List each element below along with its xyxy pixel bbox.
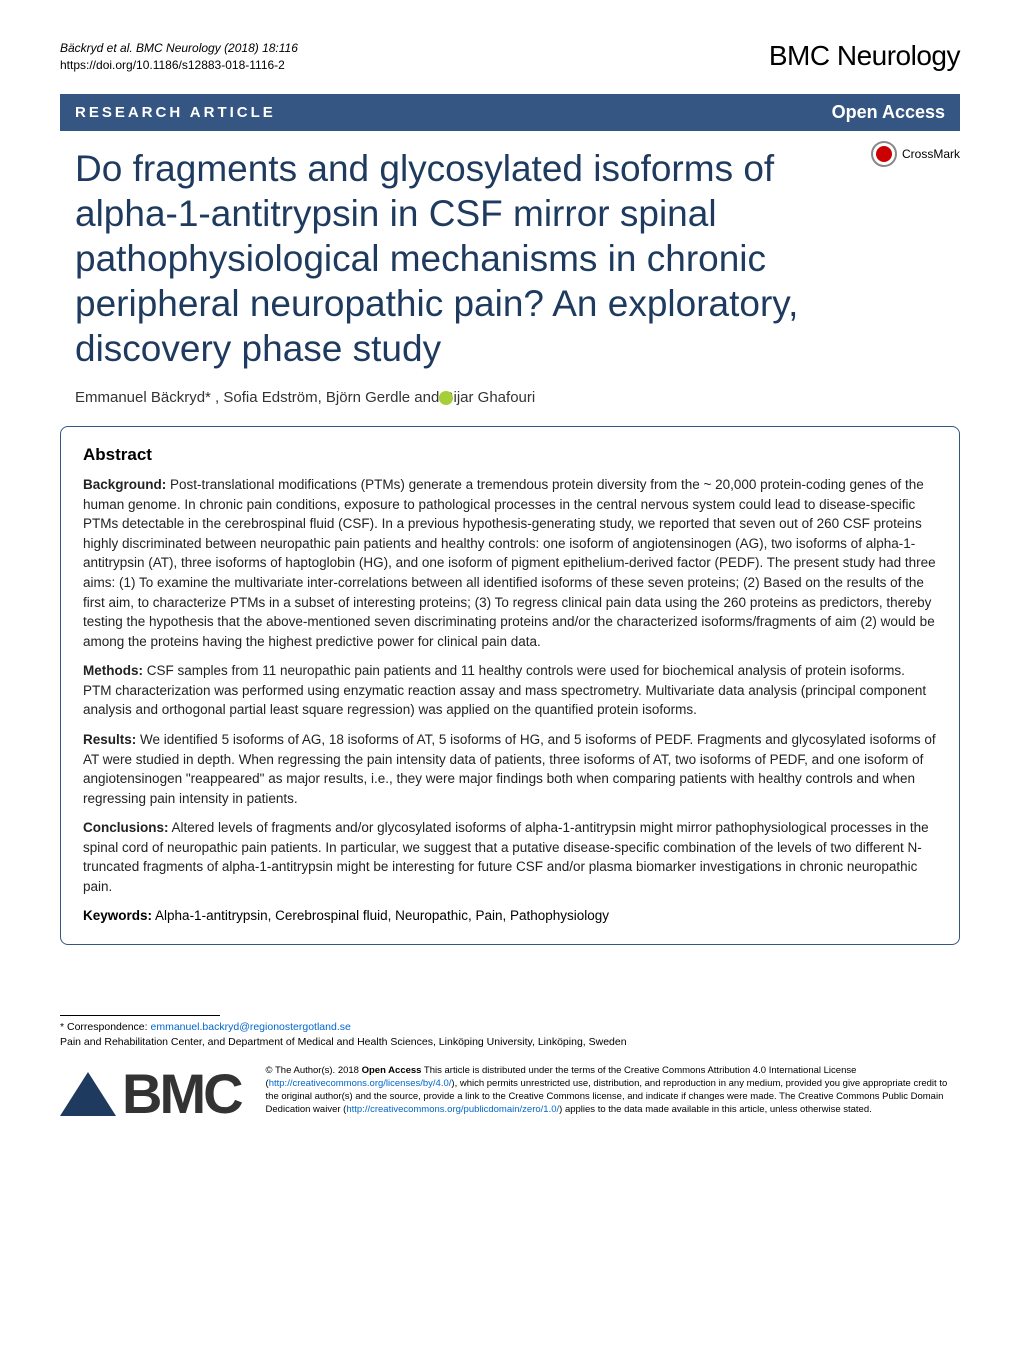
running-head: Bäckryd et al. BMC Neurology (2018) 18:1… — [60, 40, 298, 74]
correspondence-block: * Correspondence: emmanuel.backryd@regio… — [60, 1020, 960, 1049]
conclusions-text: Altered levels of fragments and/or glyco… — [83, 820, 929, 894]
article-type-bar: RESEARCH ARTICLE Open Access — [60, 94, 960, 131]
abstract-conclusions: Conclusions: Altered levels of fragments… — [83, 818, 937, 896]
title-block: CrossMark Do fragments and glycosylated … — [60, 131, 960, 382]
background-text: Post-translational modifications (PTMs) … — [83, 477, 936, 649]
license-pre: © The Author(s). 2018 — [266, 1065, 362, 1076]
open-access-label: Open Access — [832, 102, 945, 123]
abstract-keywords: Keywords: Alpha-1-antitrypsin, Cerebrosp… — [83, 906, 937, 926]
license-oa-label: Open Access — [362, 1065, 422, 1076]
header-row: Bäckryd et al. BMC Neurology (2018) 18:1… — [60, 40, 960, 74]
abstract-background: Background: Post-translational modificat… — [83, 475, 937, 651]
abstract-results: Results: We identified 5 isoforms of AG,… — [83, 730, 937, 808]
correspondence-email-link[interactable]: emmanuel.backryd@regionostergotland.se — [150, 1021, 350, 1033]
methods-text: CSF samples from 11 neuropathic pain pat… — [83, 663, 926, 717]
crossmark-label: CrossMark — [902, 147, 960, 161]
running-head-citation: Bäckryd et al. BMC Neurology (2018) 18:1… — [60, 40, 298, 57]
footer-area: * Correspondence: emmanuel.backryd@regio… — [60, 1015, 960, 1126]
bmc-logo: BMC — [60, 1061, 241, 1126]
author-list: Emmanuel Bäckryd* , Sofia Edström, Björn… — [60, 381, 960, 426]
results-label: Results: — [83, 732, 136, 747]
abstract-methods: Methods: CSF samples from 11 neuropathic… — [83, 661, 937, 720]
abstract-heading: Abstract — [83, 445, 937, 465]
license-text: © The Author(s). 2018 Open Access This a… — [266, 1061, 960, 1116]
license-link-cc0[interactable]: http://creativecommons.org/publicdomain/… — [346, 1104, 559, 1115]
abstract-box: Abstract Background: Post-translational … — [60, 426, 960, 945]
license-mid3: ) applies to the data made available in … — [559, 1104, 872, 1115]
article-title: Do fragments and glycosylated isoforms o… — [75, 146, 960, 372]
keywords-text: Alpha-1-antitrypsin, Cerebrospinal fluid… — [152, 908, 609, 923]
correspondence-divider — [60, 1015, 220, 1016]
conclusions-label: Conclusions: — [83, 820, 169, 835]
license-row: BMC © The Author(s). 2018 Open Access Th… — [60, 1061, 960, 1126]
running-head-doi: https://doi.org/10.1186/s12883-018-1116-… — [60, 57, 298, 74]
article-type-label: RESEARCH ARTICLE — [75, 104, 276, 121]
journal-brand: BMC Neurology — [769, 40, 960, 72]
affiliation-text: Pain and Rehabilitation Center, and Depa… — [60, 1035, 960, 1050]
authors-text: Emmanuel Bäckryd* , Sofia Edström, Björn… — [75, 389, 535, 406]
background-label: Background: — [83, 477, 166, 492]
bmc-triangle-icon — [60, 1072, 116, 1116]
methods-label: Methods: — [83, 663, 143, 678]
page-container: Bäckryd et al. BMC Neurology (2018) 18:1… — [0, 0, 1020, 1156]
crossmark-badge[interactable]: CrossMark — [871, 141, 960, 167]
results-text: We identified 5 isoforms of AG, 18 isofo… — [83, 732, 936, 806]
license-link-cc-by[interactable]: http://creativecommons.org/licenses/by/4… — [269, 1078, 452, 1089]
crossmark-icon — [871, 141, 897, 167]
bmc-logo-text: BMC — [122, 1061, 241, 1126]
correspondence-label: * Correspondence: — [60, 1021, 150, 1033]
keywords-label: Keywords: — [83, 908, 152, 923]
